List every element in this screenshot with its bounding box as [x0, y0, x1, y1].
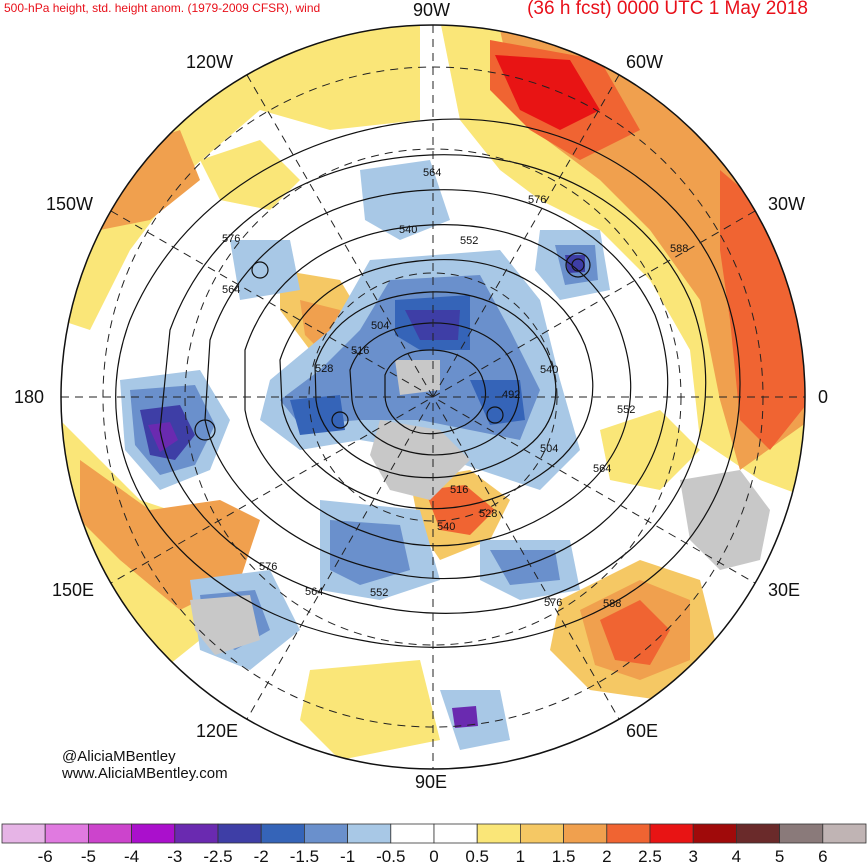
lon-label-150w: 150W [46, 194, 94, 214]
credit-handle: @AliciaMBentley [62, 748, 176, 765]
colorbar-tick-label: 4 [732, 847, 741, 865]
contour-label: 564 [593, 463, 611, 475]
credit-website: www.AliciaMBentley.com [62, 765, 228, 782]
contour-labels: 564 576 540 552 576 588 564 504 516 528 540 492 552 5… [222, 167, 688, 610]
colorbar-tick-label: -2 [254, 847, 269, 865]
colorbar-swatch [88, 823, 133, 844]
lon-label-90e: 90E [415, 772, 448, 792]
contour-label: 552 [460, 235, 478, 247]
contour-label: 564 [222, 284, 240, 296]
colorbar-tick-label: -4 [124, 847, 139, 865]
anomaly-colorbar: -6 -5 -4 -3 -2.5 -2 -1.5 -1 -0.5 0 0.5 1 1.5 2 2.5 3 4 5 6 [1, 823, 867, 865]
contour-label: 564 [305, 586, 323, 598]
colorbar-tick-label: 6 [818, 847, 827, 865]
height-contours [115, 118, 741, 648]
lon-label-90w: 90W [413, 0, 451, 20]
lon-label-60e: 60E [626, 721, 659, 741]
colorbar-tick-label: -2.5 [203, 847, 232, 865]
colorbar-swatch [390, 823, 435, 844]
contour-label: 576 [528, 194, 546, 206]
contour-label: 588 [670, 243, 688, 255]
colorbar-swatch [433, 823, 478, 844]
map-title: 500-hPa height, std. height anom. (1979-… [4, 1, 321, 15]
forecast-valid-time: (36 h fcst) 0000 UTC 1 May 2018 [527, 0, 808, 19]
colorbar-swatch [174, 823, 219, 844]
colorbar-tick-label: -5 [81, 847, 96, 865]
colorbar-tick-label: 0.5 [465, 847, 489, 865]
lon-label-180: 180 [14, 387, 45, 407]
colorbar-tick-label: 1 [516, 847, 525, 865]
contour-label: 552 [617, 404, 635, 416]
colorbar-swatch [779, 823, 824, 844]
colorbar-swatch [347, 823, 392, 844]
contour-label: 564 [423, 167, 441, 179]
colorbar-tick-label: 0 [429, 847, 438, 865]
colorbar-swatch [736, 823, 781, 844]
lon-label-120w: 120W [186, 52, 234, 72]
colorbar-tick-label: 2 [602, 847, 611, 865]
lon-label-150e: 150E [52, 580, 95, 600]
colorbar-swatch [822, 823, 867, 844]
colorbar-swatch [1, 823, 46, 844]
colorbar-swatch [606, 823, 651, 844]
colorbar-swatch [260, 823, 305, 844]
lon-label-0: 0 [818, 387, 829, 407]
colorbar-swatch [131, 823, 176, 844]
contour-label: 492 [502, 389, 520, 401]
colorbar-swatch [520, 823, 565, 844]
lon-label-30w: 30W [768, 194, 806, 214]
contour-label: 588 [603, 598, 621, 610]
lon-label-30e: 30E [768, 580, 801, 600]
contour-label: 504 [371, 320, 389, 332]
colorbar-swatch [217, 823, 262, 844]
colorbar-tick-label: -6 [38, 847, 53, 865]
terrain-mask [190, 360, 770, 655]
contour-label: 576 [222, 233, 240, 245]
colorbar-tick-label: 2.5 [638, 847, 662, 865]
contour-label: 576 [259, 561, 277, 573]
contour-label: 516 [450, 484, 468, 496]
contour-label: 540 [437, 521, 455, 533]
contour-label: 528 [315, 363, 333, 375]
contour-label: 504 [540, 443, 558, 455]
colorbar-tick-label: -0.5 [376, 847, 405, 865]
colorbar-swatch [303, 823, 348, 844]
colorbar-tick-label: -1 [340, 847, 355, 865]
graticule [61, 25, 805, 769]
contour-label: 540 [540, 364, 558, 376]
colorbar-swatch [649, 823, 694, 844]
colorbar-tick-label: -3 [167, 847, 182, 865]
contour-label: 552 [370, 587, 388, 599]
colorbar-swatch [563, 823, 608, 844]
contour-label: 516 [351, 345, 369, 357]
colorbar-tick-label: -1.5 [290, 847, 319, 865]
colorbar-swatch [44, 823, 89, 844]
contour-label: 540 [399, 224, 417, 236]
polar-stereographic-map: 564 576 540 552 576 588 564 504 516 528 540 492 552 5… [60, 24, 806, 770]
contour-label: 528 [479, 508, 497, 520]
colorbar-tick-label: 3 [688, 847, 697, 865]
colorbar-swatch [692, 823, 737, 844]
colorbar-swatch [476, 823, 521, 844]
contour-label: 576 [544, 597, 562, 609]
lon-label-120e: 120E [196, 721, 239, 741]
lon-label-60w: 60W [626, 52, 664, 72]
colorbar-tick-label: 5 [775, 847, 784, 865]
colorbar-tick-label: 1.5 [552, 847, 576, 865]
